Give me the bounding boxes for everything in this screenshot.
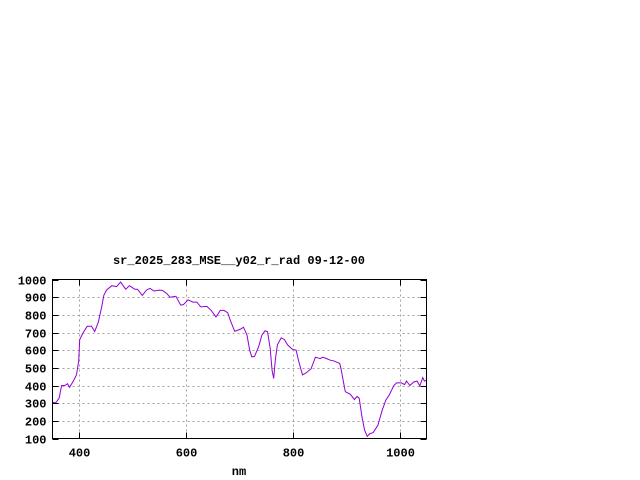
x-tick-label: 1000 <box>386 447 415 461</box>
y-tick-label: 500 <box>25 363 47 377</box>
y-tick-label: 700 <box>25 328 47 342</box>
x-axis-label: nm <box>232 465 246 479</box>
y-tick-label: 100 <box>25 434 47 448</box>
y-tick-label: 900 <box>25 292 47 306</box>
chart-title: sr_2025_283_MSE__y02_r_rad 09-12-00 <box>113 254 365 268</box>
y-tick-label: 400 <box>25 381 47 395</box>
grid <box>52 279 427 439</box>
y-tick-label: 1000 <box>18 275 47 289</box>
y-tick-label: 300 <box>25 398 47 412</box>
x-axis: 400 600 800 1000 <box>69 279 415 461</box>
y-tick-label: 800 <box>25 310 47 324</box>
x-tick-label: 800 <box>283 447 305 461</box>
x-tick-label: 400 <box>69 447 91 461</box>
x-tick-label: 600 <box>176 447 198 461</box>
y-tick-label: 200 <box>25 416 47 430</box>
plot-frame <box>52 279 427 439</box>
y-tick-label: 600 <box>25 345 47 359</box>
series-line <box>52 281 427 438</box>
y-axis: 100 200 300 400 500 600 700 800 900 1000 <box>18 275 427 448</box>
